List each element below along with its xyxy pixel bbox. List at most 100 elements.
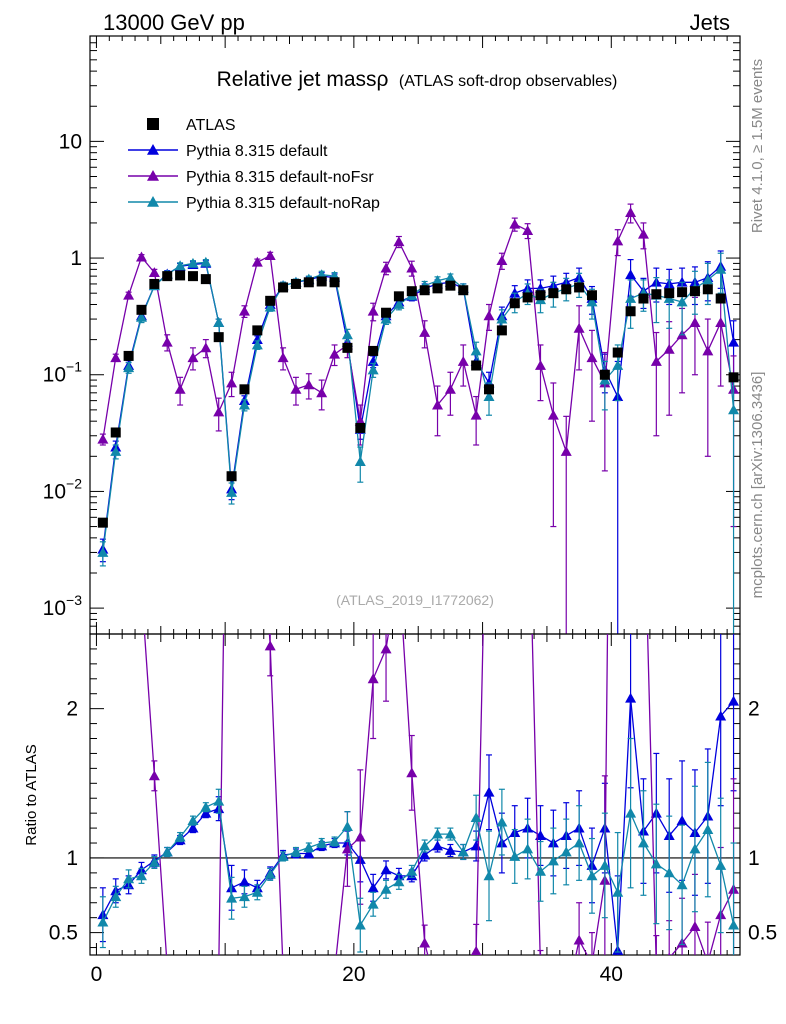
ratio-data-point: [367, 898, 379, 909]
ratio-data-point: [226, 892, 238, 903]
main-data-point: [200, 342, 212, 353]
main-data-point: [213, 406, 225, 417]
ratio-data-point: [715, 859, 727, 870]
legend-marker-triangle: [147, 144, 159, 155]
main-data-point: [200, 274, 211, 285]
main-data-point: [187, 352, 199, 363]
ratio-data-point: [483, 870, 495, 881]
main-data-point: [728, 372, 739, 383]
main-data-point: [187, 271, 198, 282]
ratio-ylabel: Ratio to ATLAS: [23, 744, 40, 845]
y-tick-base: 10: [43, 480, 66, 503]
ratio-y-tick-label-left: 0.5: [49, 922, 78, 945]
ratio-data-point: [329, 966, 340, 976]
main-data-point: [419, 327, 431, 337]
main-data-point: [586, 290, 597, 301]
ratio-data-point: [200, 963, 211, 973]
main-data-point: [406, 286, 417, 297]
ratio-data-point: [252, 434, 263, 444]
ratio-data-point: [637, 837, 649, 848]
ratio-data-point: [625, 807, 637, 818]
main-data-point: [329, 348, 341, 359]
y-tick-exponent: −3: [66, 592, 82, 608]
main-data-point: [470, 409, 482, 420]
chart-subtitle: (ATLAS soft-drop observables): [399, 73, 617, 90]
y-tick-base: 1: [70, 247, 82, 270]
ratio-data-point: [162, 961, 173, 971]
main-series-line: [102, 261, 735, 553]
ratio-data-point: [586, 870, 598, 881]
main-data-point: [238, 305, 250, 316]
ratio-data-point: [496, 412, 507, 422]
ratio-data-point: [174, 831, 186, 842]
ratio-data-point: [599, 859, 611, 870]
ratio-data-point: [97, 225, 108, 235]
main-data-point: [432, 275, 444, 286]
main-data-point: [251, 334, 263, 345]
ratio-data-point: [251, 886, 263, 897]
ratio-data-point: [97, 916, 109, 927]
ratio-data-point: [445, 982, 456, 992]
main-data-point: [393, 236, 405, 247]
ratio-data-point: [663, 867, 675, 878]
ratio-data-point: [548, 988, 559, 998]
main-data-point: [612, 235, 624, 246]
y-tick-label: 10: [59, 130, 82, 153]
main-data-point: [651, 289, 662, 300]
main-data-point: [149, 278, 160, 289]
main-data-point: [174, 383, 186, 394]
main-data-point: [239, 384, 250, 395]
ratio-data-point: [561, 996, 572, 1006]
y-tick-exponent: −1: [66, 359, 82, 375]
main-data-point: [226, 471, 237, 482]
y-tick-label: 10−1: [43, 359, 83, 387]
ratio-data-point: [187, 822, 199, 833]
ratio-data-point: [702, 824, 714, 834]
main-data-point: [612, 347, 623, 358]
ratio-data-point: [367, 673, 379, 684]
main-data-point: [290, 383, 302, 394]
watermark: (ATLAS_2019_I1772062): [336, 592, 494, 608]
ratio-data-point: [380, 864, 392, 875]
ratio-data-point: [676, 879, 688, 890]
ratio-y-tick-label-right: 1: [748, 847, 760, 870]
main-data-point: [445, 280, 456, 291]
ratio-data-point: [290, 983, 301, 993]
main-series-line: [102, 262, 735, 550]
legend-label: ATLAS: [186, 117, 236, 134]
main-data-point: [342, 342, 353, 353]
main-data-point: [702, 345, 714, 356]
main-data-point: [522, 225, 534, 235]
main-data-point: [110, 427, 121, 438]
ratio-data-point: [290, 846, 302, 857]
main-data-point: [135, 251, 147, 262]
main-data-point: [534, 360, 546, 370]
ratio-data-point: [419, 937, 431, 948]
x-tick-label: 0: [91, 963, 103, 986]
main-data-point: [277, 352, 289, 363]
ratio-data-point: [303, 847, 315, 858]
ratio-data-point: [728, 919, 740, 930]
main-data-point: [586, 296, 598, 307]
ratio-data-point: [432, 840, 444, 851]
main-data-point: [432, 399, 444, 410]
main-data-point: [457, 355, 469, 366]
main-data-point: [264, 301, 276, 312]
main-data-point: [715, 263, 727, 274]
main-data-point: [174, 260, 186, 271]
main-series-atlas: [97, 270, 739, 528]
ratio-data-point: [264, 868, 276, 879]
main-data-point: [136, 304, 147, 315]
ratio-data-point: [161, 846, 173, 857]
ratio-data-point: [303, 982, 314, 992]
ratio-data-point: [638, 472, 649, 482]
ratio-data-point: [612, 886, 624, 897]
ratio-data-point: [419, 849, 431, 860]
ratio-data-point: [715, 710, 727, 721]
ratio-data-point: [110, 891, 122, 902]
ratio-data-point: [393, 563, 404, 573]
y-tick-label: 1: [70, 247, 82, 270]
ratio-data-point: [354, 831, 366, 842]
